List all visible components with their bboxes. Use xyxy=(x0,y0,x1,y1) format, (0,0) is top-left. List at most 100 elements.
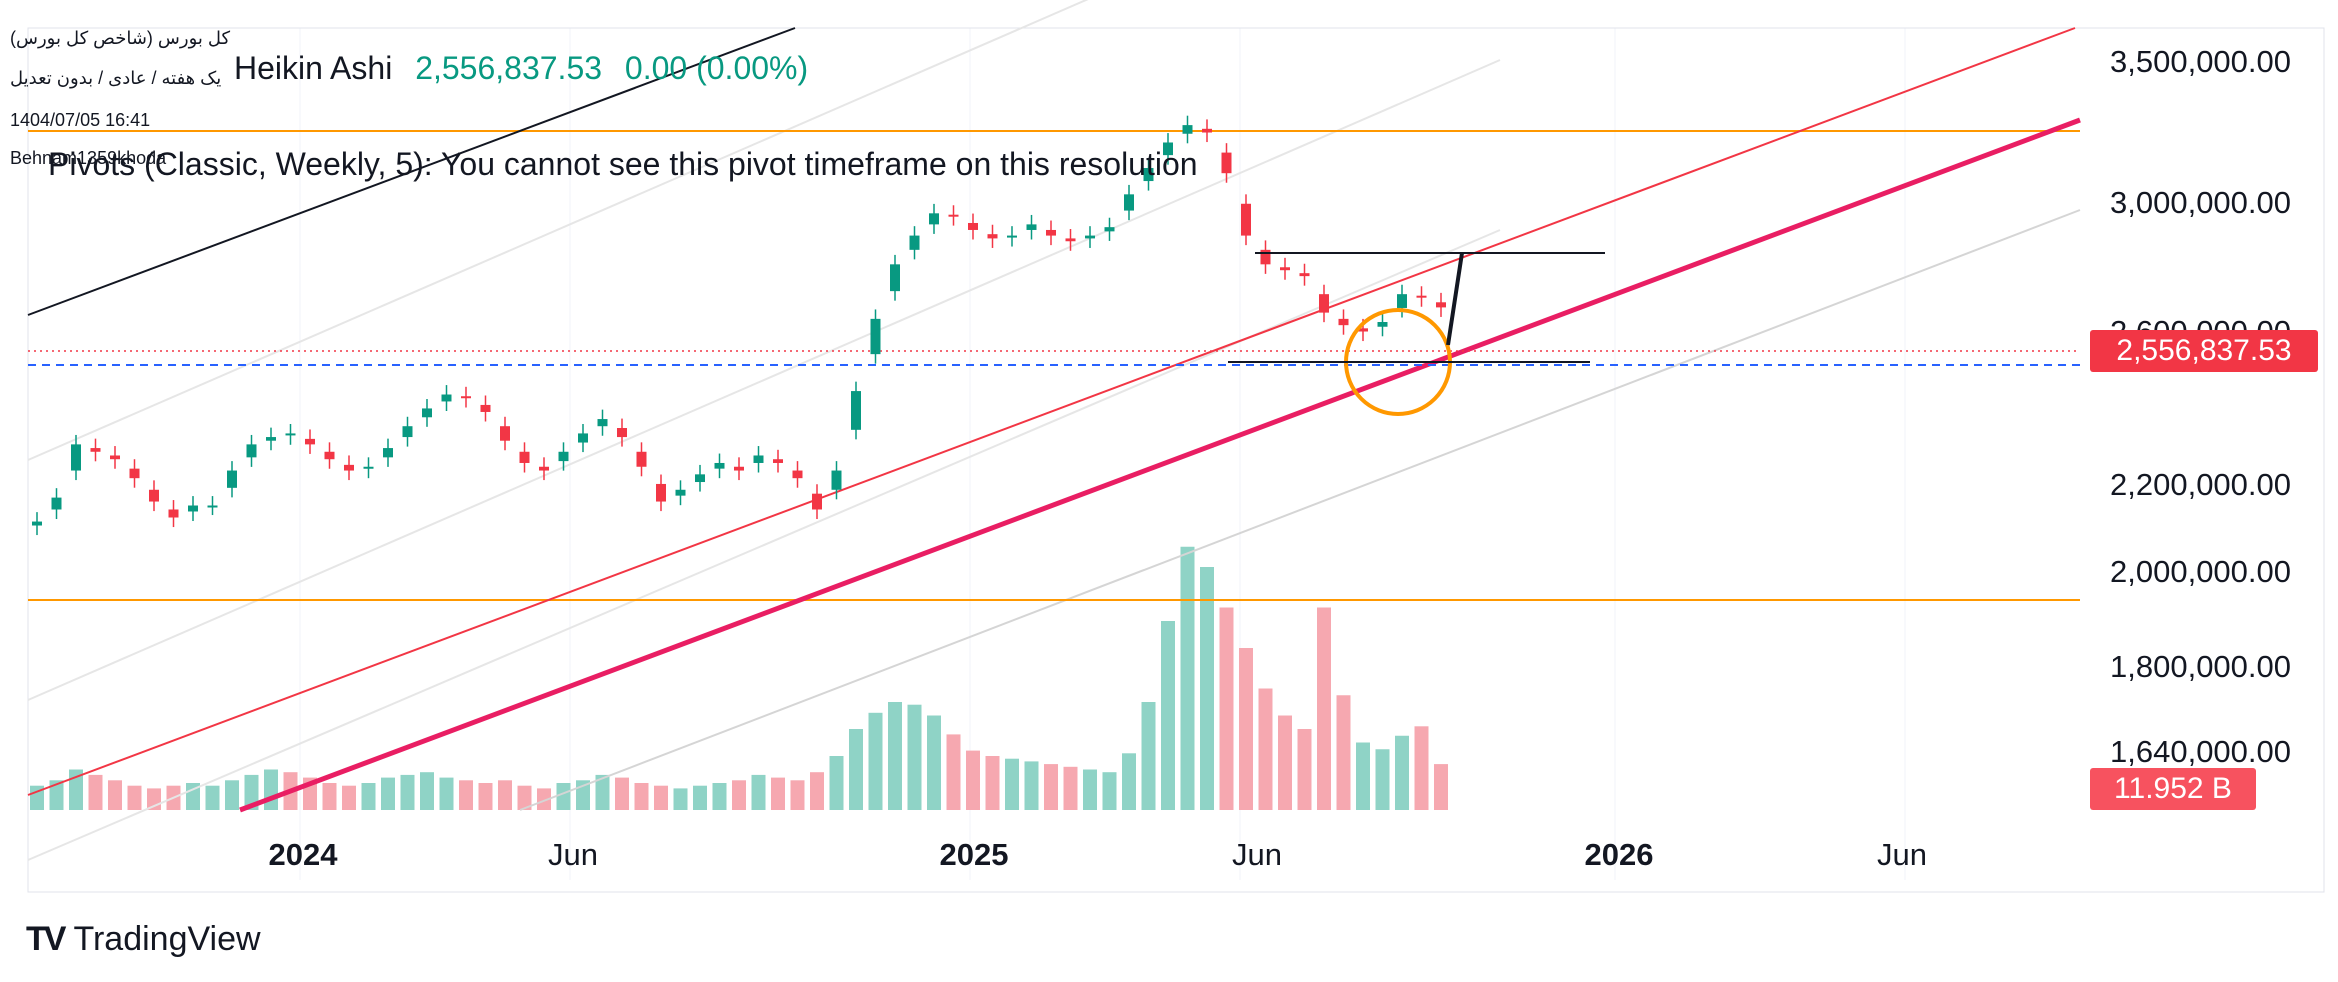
candle-body xyxy=(1260,249,1271,265)
candle-body xyxy=(32,521,42,526)
candle-body xyxy=(870,318,881,355)
volume-bar xyxy=(1122,753,1136,810)
volume-bar xyxy=(654,785,668,810)
candle-body xyxy=(1377,322,1388,327)
volume-bar xyxy=(1239,648,1253,810)
volume-bar xyxy=(498,780,512,810)
candle-body xyxy=(773,459,783,463)
candle-body xyxy=(1358,328,1368,332)
candle-body xyxy=(500,426,510,441)
volume-bar xyxy=(1102,772,1117,810)
candle-body xyxy=(188,505,198,512)
candle-body xyxy=(734,466,744,471)
volume-bar xyxy=(732,780,746,810)
price-axis[interactable]: 3,500,000.003,000,000.002,600,000.002,20… xyxy=(2110,44,2291,769)
volume-bar xyxy=(322,783,337,810)
candle-body xyxy=(480,404,491,412)
candle-body xyxy=(636,451,647,467)
price-tick-label: 2,000,000.00 xyxy=(2110,554,2291,589)
volume-bar xyxy=(927,715,941,810)
tradingview-brand[interactable]: TV TradingView xyxy=(26,920,261,959)
volume-bar xyxy=(1141,702,1156,810)
chart-title: Heikin Ashi 2,556,837.53 0.00 (0.00%) xyxy=(234,50,808,87)
volume-bar xyxy=(1434,764,1448,810)
time-tick-label: 2025 xyxy=(940,837,1009,872)
candle-body xyxy=(519,451,530,463)
price-tick-label: 2,200,000.00 xyxy=(2110,467,2291,502)
candle-body xyxy=(110,455,120,460)
volume-bar xyxy=(478,783,493,810)
volume-bars xyxy=(30,546,1448,810)
candle-body xyxy=(695,474,705,483)
candle-body xyxy=(1026,224,1037,230)
candle-body xyxy=(246,444,257,458)
volume-bar xyxy=(888,702,902,810)
candle-body xyxy=(714,462,725,469)
volume-bar xyxy=(1297,729,1312,810)
volume-bar xyxy=(810,772,824,810)
volume-bar xyxy=(751,774,766,810)
volume-bar xyxy=(264,769,278,810)
volume-bar xyxy=(556,783,571,810)
candlestick-series xyxy=(32,115,1446,536)
candle-body xyxy=(344,464,354,471)
volume-bar xyxy=(1395,735,1409,810)
candle-body xyxy=(71,444,81,471)
volume-bar xyxy=(907,704,922,810)
candle-body xyxy=(1143,167,1154,182)
volume-bar xyxy=(771,777,785,810)
volume-bar xyxy=(849,729,863,810)
volume-bar xyxy=(225,780,239,810)
volume-bar xyxy=(1356,742,1370,810)
candle-body xyxy=(1397,294,1407,308)
candle-body xyxy=(578,433,588,443)
candle-body xyxy=(675,489,686,496)
candle-body xyxy=(207,505,218,508)
candle-body xyxy=(1280,267,1290,271)
price-change: 0.00 (0.00%) xyxy=(624,50,809,86)
volume-bar xyxy=(1083,769,1097,810)
candle-body xyxy=(1436,302,1446,308)
candle-body xyxy=(812,493,822,510)
candle-body xyxy=(90,448,101,452)
candle-body xyxy=(968,222,978,230)
time-tick-label: Jun xyxy=(1232,837,1282,872)
datetime-stamp: 1404/07/05 16:41 xyxy=(10,110,151,130)
time-tick-label: 2026 xyxy=(1585,837,1654,872)
volume-bar xyxy=(1258,688,1273,810)
volume-bar xyxy=(1161,621,1175,810)
volume-bar xyxy=(361,783,376,810)
volume-bar xyxy=(1375,749,1390,810)
volume-bar xyxy=(673,788,688,810)
candle-body xyxy=(363,466,374,469)
volume-bar xyxy=(1200,567,1214,810)
time-axis[interactable]: 2024 Jun 2025 Jun 2026 Jun xyxy=(269,837,1927,872)
volume-bar xyxy=(459,780,473,810)
volume-bar xyxy=(127,785,142,810)
volume-bar xyxy=(88,774,103,810)
candle-body xyxy=(1007,235,1017,238)
volume-bar xyxy=(49,780,64,810)
volume-bar xyxy=(186,783,200,810)
volume-bar xyxy=(1317,607,1331,810)
candle-body xyxy=(461,396,471,399)
volume-bar xyxy=(829,756,844,810)
candle-body xyxy=(617,428,627,438)
candle-body xyxy=(1182,125,1193,134)
candle-body xyxy=(1319,294,1329,313)
interval-info: یک هفته / عادی / بدون تعدیل xyxy=(10,68,222,88)
candle-body xyxy=(1241,203,1251,236)
brand-name: TradingView xyxy=(73,920,261,958)
volume-bar xyxy=(1414,726,1429,810)
candle-body xyxy=(168,509,179,518)
volume-bar xyxy=(69,769,83,810)
candle-body xyxy=(890,264,900,292)
last-price: 2,556,837.53 xyxy=(415,50,603,86)
volume-bar xyxy=(1005,758,1019,810)
candle-body xyxy=(792,470,803,479)
volume-bar xyxy=(1180,546,1195,810)
candle-body xyxy=(539,466,549,471)
volume-bar xyxy=(985,756,1000,810)
candle-body xyxy=(51,497,62,510)
candle-body xyxy=(129,468,140,479)
